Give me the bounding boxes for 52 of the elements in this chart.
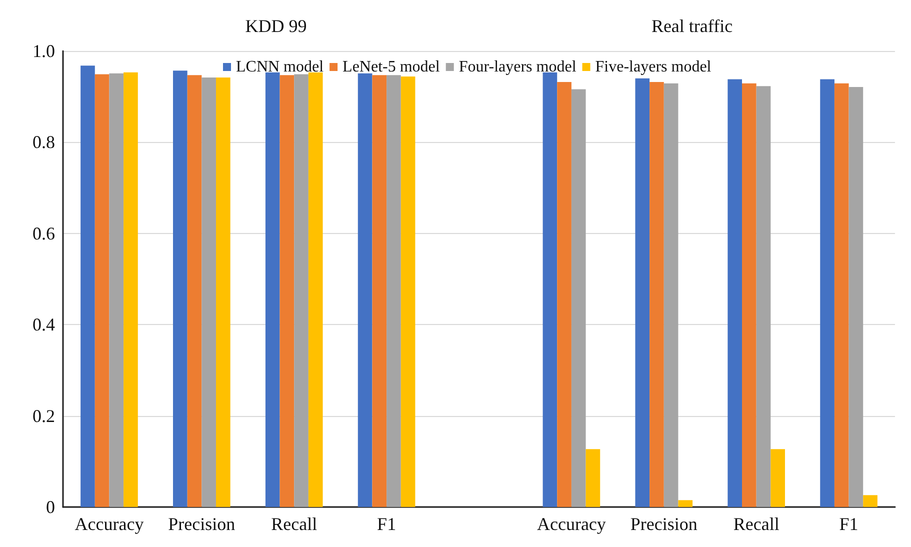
bar [863, 495, 878, 507]
y-tick-label: 0.6 [32, 223, 55, 244]
x-tick-label: Accuracy [74, 514, 144, 534]
bar [728, 79, 742, 507]
bar [770, 449, 785, 507]
bar [664, 83, 678, 507]
bar [678, 500, 693, 507]
legend-label: LCNN model [236, 58, 324, 76]
bar [173, 70, 188, 507]
bar [542, 72, 558, 507]
text: Real traffic [651, 16, 733, 36]
x-tick-label: Precision [630, 514, 698, 534]
bar [202, 77, 216, 507]
bar [187, 75, 202, 507]
bar [820, 79, 834, 507]
y-tick-label: 0.4 [32, 314, 55, 335]
x-tick-label: Recall [271, 514, 318, 534]
bar [94, 74, 110, 507]
bar [834, 83, 849, 507]
x-tick-label: F1 [377, 514, 396, 534]
bar [586, 449, 600, 507]
bar [400, 76, 416, 507]
y-tick-label: 0.2 [32, 406, 55, 426]
bar [358, 73, 372, 507]
bar [386, 75, 401, 507]
y-tick-label: 0 [46, 497, 55, 517]
bar [280, 75, 294, 507]
bar [109, 73, 124, 507]
legend-label: Four-layers model [458, 58, 577, 76]
x-tick-label: F1 [839, 514, 858, 534]
y-tick-label: 1.0 [32, 41, 55, 61]
x-tick-label: Accuracy [536, 514, 606, 534]
bar [848, 87, 864, 507]
legend-label: LeNet-5 model [342, 58, 440, 76]
bar [372, 75, 387, 507]
bar [571, 89, 586, 507]
x-tick-label: Precision [168, 514, 236, 534]
bar [635, 78, 650, 507]
bar [308, 72, 323, 507]
legend-label: Five-layers model [595, 58, 712, 76]
bar [650, 82, 664, 507]
bar [756, 86, 771, 507]
bar [216, 77, 230, 507]
bar [265, 72, 280, 507]
bar [557, 82, 572, 507]
bar [80, 66, 95, 507]
text: KDD 99 [245, 16, 307, 36]
bar [294, 74, 308, 507]
bar [124, 72, 138, 507]
x-tick-label: Recall [733, 514, 780, 534]
bar [742, 83, 756, 507]
y-tick-label: 0.8 [32, 132, 55, 152]
